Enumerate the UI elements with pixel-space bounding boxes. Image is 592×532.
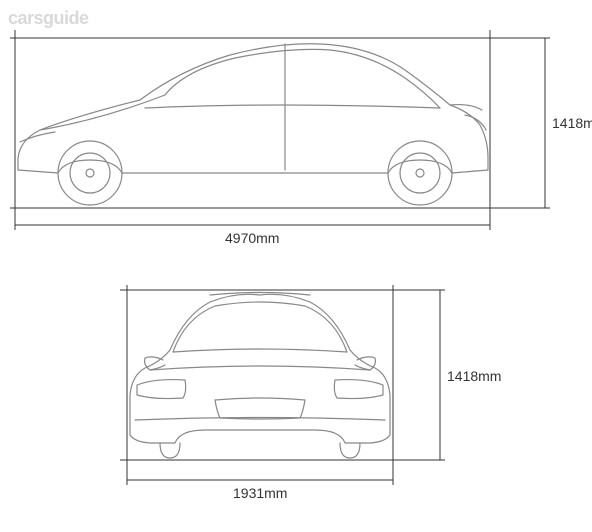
front-tires [160, 443, 360, 458]
side-height-label: 1418mm [552, 115, 592, 131]
side-front-wheel [58, 141, 122, 205]
side-rear-wheel [388, 141, 452, 205]
side-length-label: 4970mm [225, 230, 279, 246]
car-front-outline [130, 293, 390, 444]
front-width-label: 1931mm [233, 485, 287, 501]
side-length-dimension [15, 30, 490, 230]
watermark-logo: carsguide [8, 8, 89, 29]
front-view-svg [115, 280, 475, 510]
front-view-diagram: 1931mm 1418mm [115, 280, 475, 510]
front-height-dimension [120, 290, 445, 460]
side-view-diagram: 4970mm 1418mm [10, 30, 580, 250]
side-view-svg [10, 30, 580, 250]
front-width-dimension [127, 285, 393, 485]
side-height-dimension [10, 38, 550, 208]
front-height-label: 1418mm [447, 368, 501, 384]
